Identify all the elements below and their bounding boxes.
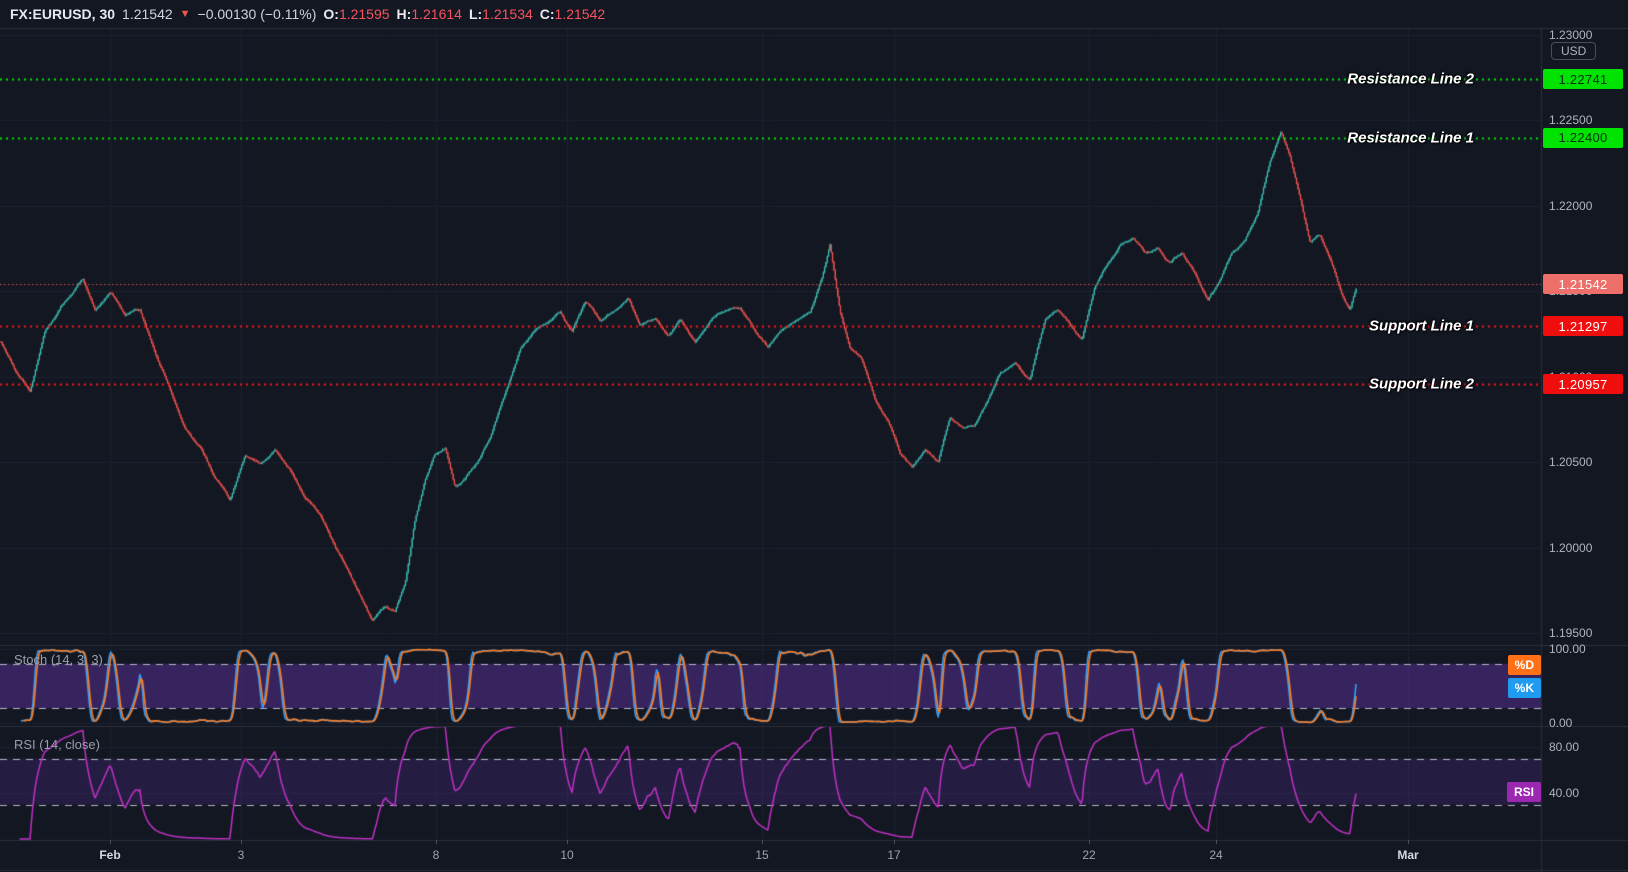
last-price-text: 1.21542 <box>122 6 173 22</box>
close-label: C: <box>539 6 555 22</box>
symbol-text: FX:EURUSD, <box>10 6 96 22</box>
price-tick-label: 1.22500 <box>1549 113 1593 128</box>
last-price-badge: 1.21542 <box>1543 274 1623 295</box>
rsi-tick-label: 40.00 <box>1549 786 1580 800</box>
high-label: H: <box>396 6 412 22</box>
ohlc-high: H:1.21614 <box>397 6 462 22</box>
price-tick-label: 1.20500 <box>1549 455 1593 470</box>
support-line-1-label[interactable]: Support Line 1 <box>1369 317 1474 335</box>
symbol-legend[interactable]: FX:EURUSD, 30 1.21542 ▼ −0.00130 (−0.11%… <box>10 0 605 28</box>
time-tick-mark <box>567 840 568 844</box>
stoch-pane-title[interactable]: Stoch (14, 3, 3) <box>14 652 103 667</box>
close-value: 1.21542 <box>554 6 606 22</box>
time-tick-mark <box>762 840 763 844</box>
support-line-2-label[interactable]: Support Line 2 <box>1369 375 1474 393</box>
interval-text: 30 <box>99 6 116 22</box>
time-tick-mark <box>894 840 895 844</box>
time-tick-mark <box>241 840 242 844</box>
price-tick-label: 1.19500 <box>1549 626 1593 641</box>
time-tick-label: 17 <box>887 848 901 862</box>
price-tick-label: 1.23000 <box>1549 28 1593 42</box>
time-tick-mark <box>1216 840 1217 844</box>
rsi-pane-title[interactable]: RSI (14, close) <box>14 737 100 752</box>
time-tick-label: 8 <box>432 848 440 862</box>
stoch-d-flag: %D <box>1507 655 1541 675</box>
time-tick-mark <box>1408 840 1409 844</box>
time-tick-label: 10 <box>560 848 574 862</box>
time-tick-label: 24 <box>1209 848 1223 862</box>
time-tick-mark <box>436 840 437 844</box>
stoch-tick-label: 0.00 <box>1549 716 1573 730</box>
symbol-name[interactable]: FX:EURUSD, 30 <box>10 6 115 22</box>
resistance-2-price-badge[interactable]: 1.22741 <box>1543 69 1623 90</box>
open-label: O: <box>323 6 339 22</box>
price-tick-label: 1.20000 <box>1549 540 1593 555</box>
rsi-flag: RSI <box>1506 782 1541 802</box>
time-tick-label: Feb <box>99 848 121 862</box>
change-text: −0.00130 (−0.11%) <box>197 6 317 22</box>
time-tick-mark <box>110 840 111 844</box>
currency-badge[interactable]: USD <box>1551 42 1597 60</box>
time-tick-mark <box>1089 840 1090 844</box>
time-tick-label: Mar <box>1397 848 1419 862</box>
rsi-tick-label: 80.00 <box>1549 740 1580 754</box>
support-2-price-badge[interactable]: 1.20957 <box>1543 374 1623 395</box>
ohlc-low: L:1.21534 <box>469 6 533 22</box>
support-1-price-badge[interactable]: 1.21297 <box>1543 316 1623 337</box>
low-label: L: <box>468 6 483 22</box>
time-tick-label: 3 <box>237 848 245 862</box>
stoch-k-flag: %K <box>1507 678 1541 698</box>
stoch-tick-label: 100.00 <box>1549 642 1586 656</box>
resistance-1-price-badge[interactable]: 1.22400 <box>1543 127 1623 148</box>
high-value: 1.21614 <box>411 6 462 22</box>
price-tick-label: 1.22000 <box>1549 198 1593 213</box>
down-triangle-icon: ▼ <box>179 8 191 20</box>
ohlc-open: O:1.21595 <box>323 6 389 22</box>
resistance-line-2-label[interactable]: Resistance Line 2 <box>1347 70 1474 88</box>
time-tick-label: 22 <box>1082 848 1096 862</box>
time-tick-label: 15 <box>755 848 769 862</box>
low-value: 1.21534 <box>482 6 533 22</box>
ohlc-close: C:1.21542 <box>540 6 605 22</box>
resistance-line-1-label[interactable]: Resistance Line 1 <box>1347 129 1474 147</box>
open-value: 1.21595 <box>338 6 390 22</box>
